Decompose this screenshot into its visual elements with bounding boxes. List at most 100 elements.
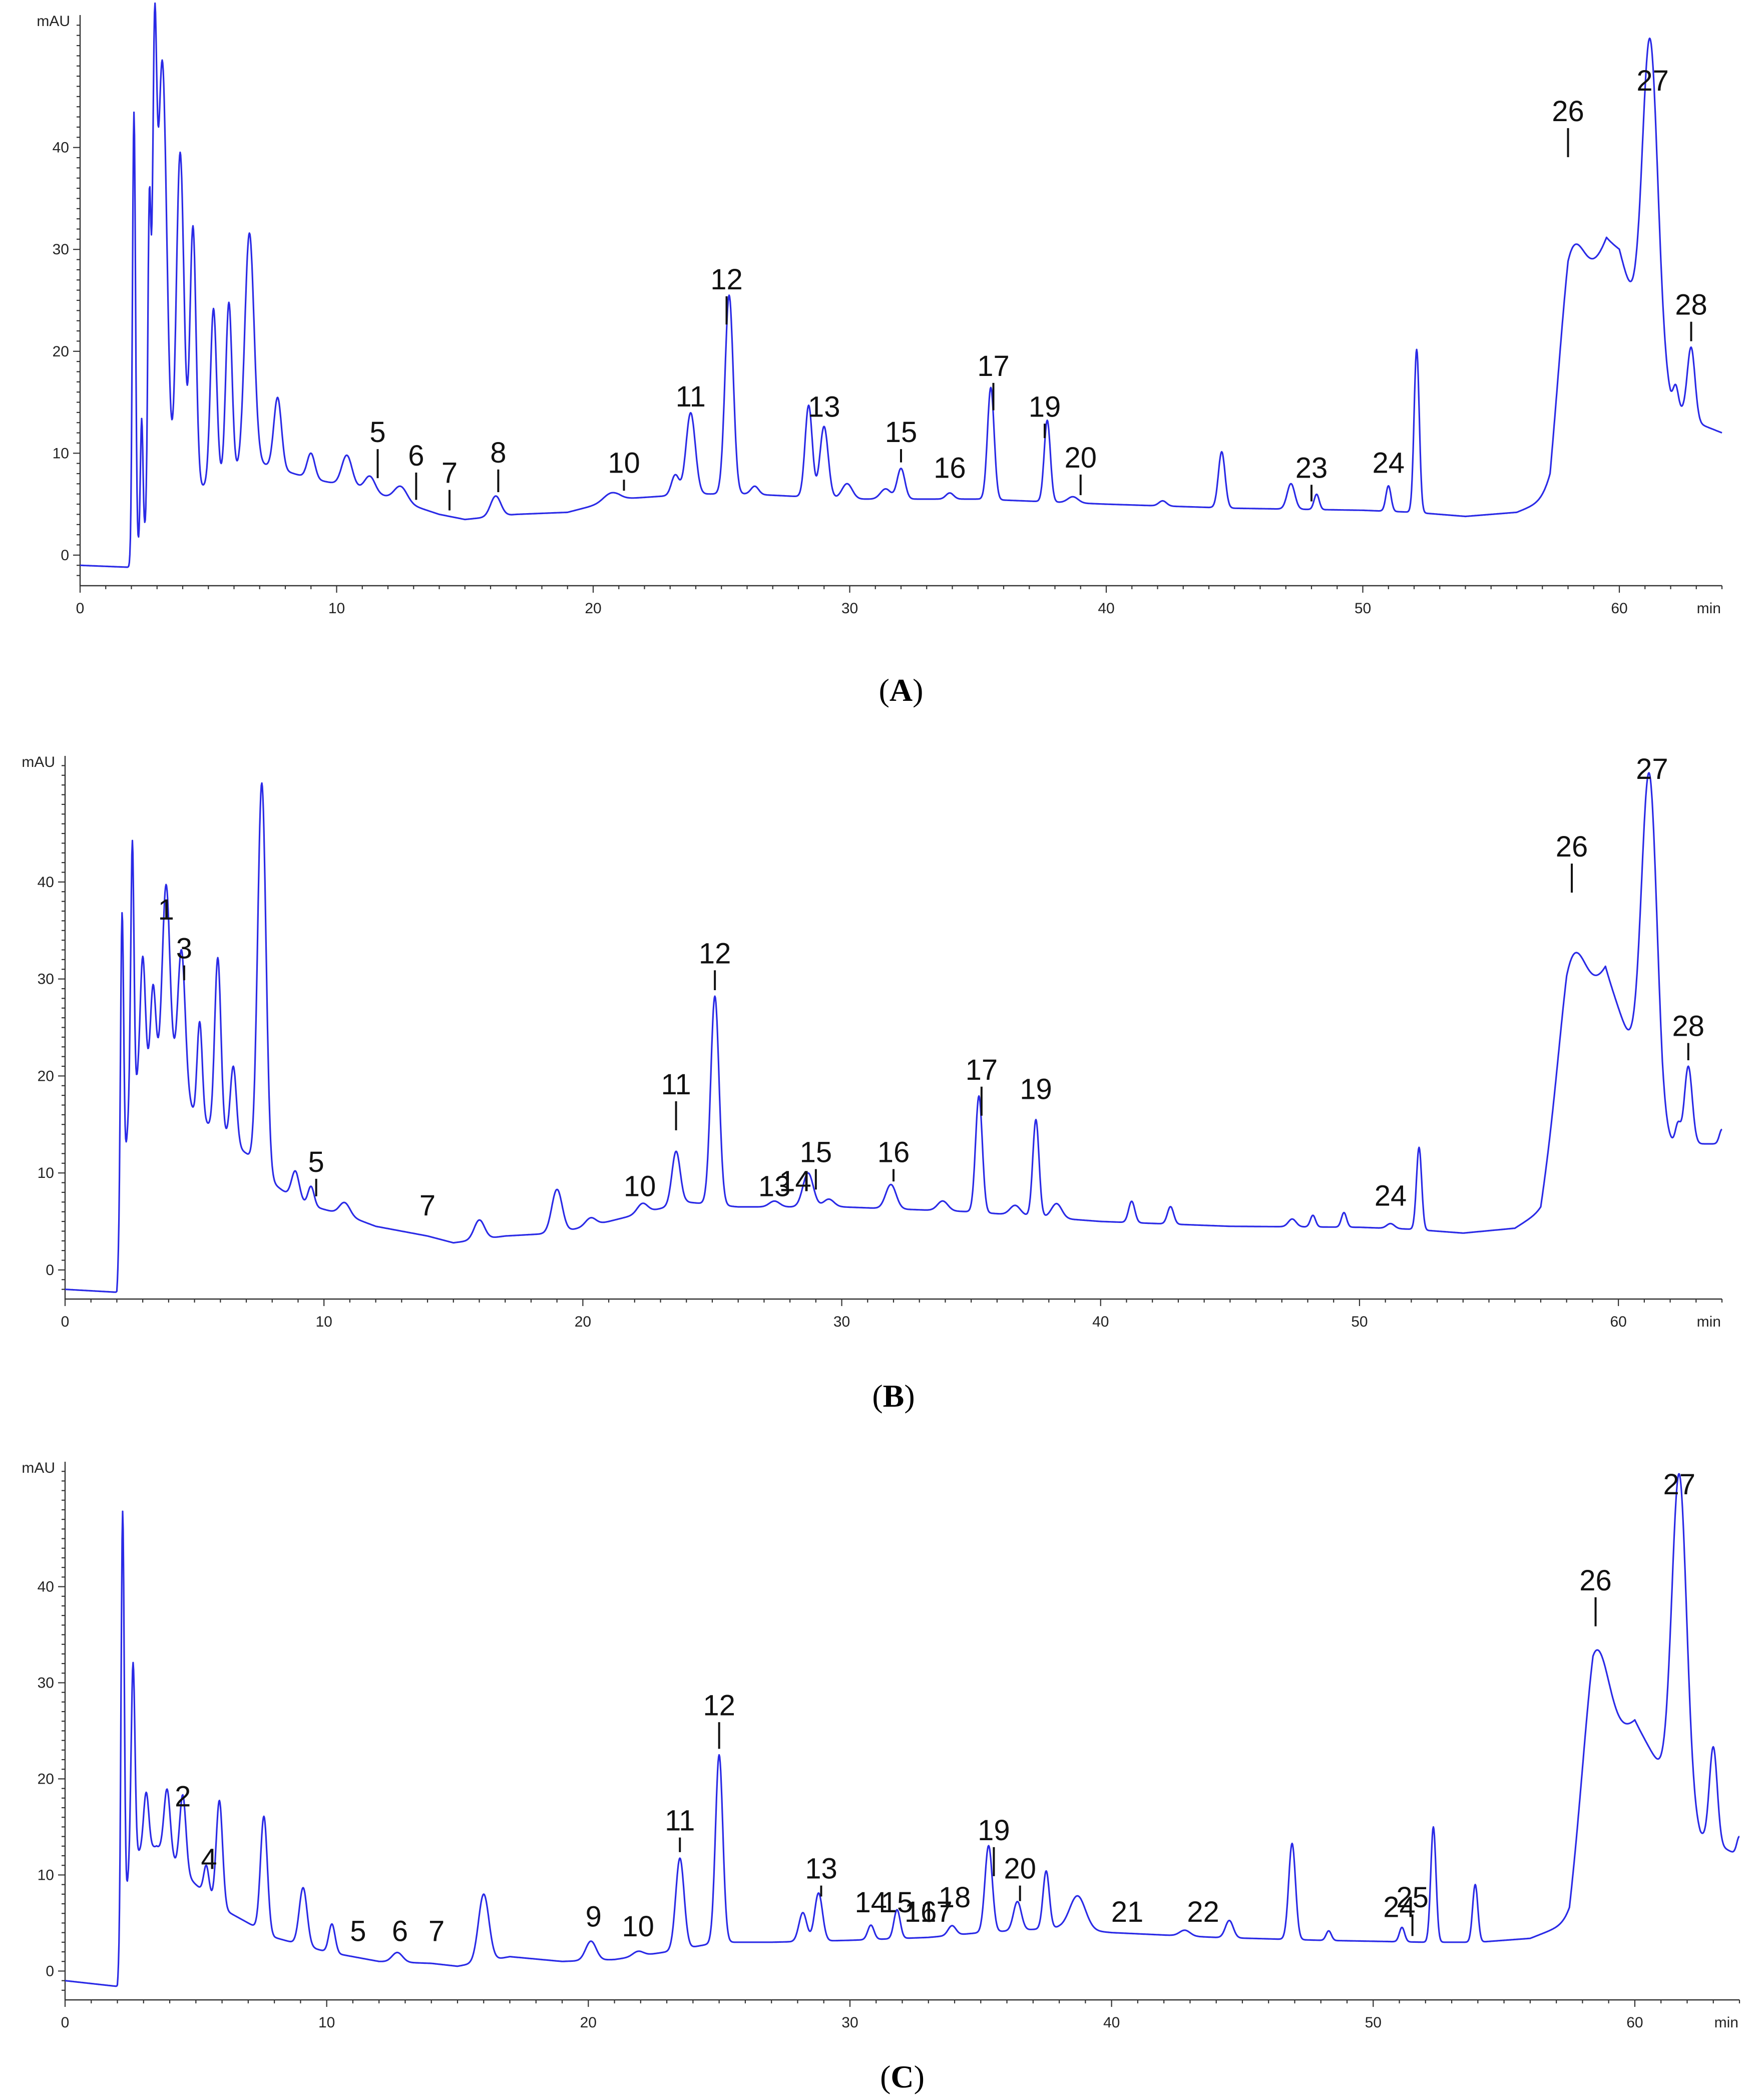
peak-number-label: 7	[419, 1189, 435, 1222]
peak-annotation-8: 8	[490, 437, 507, 493]
peak-number-label: 2	[175, 1781, 191, 1813]
peak-annotation-14: 14	[779, 1165, 811, 1198]
x-tick-label: 10	[318, 2014, 335, 2031]
y-tick-label: 20	[53, 343, 69, 360]
x-tick-label: 30	[833, 1314, 850, 1330]
peak-annotation-16: 16	[905, 1896, 937, 1928]
chromatogram-panel-c: 0 10 20 30 40 mAU 0 10 20 30 40 50 60 min 24 5 6 7 9 10 11 12…	[22, 1460, 1740, 2094]
x-tick-label: 0	[61, 2014, 70, 2031]
peak-number-label: 17	[966, 1054, 998, 1086]
x-tick-label: 40	[1103, 2014, 1120, 2031]
peak-annotation-15: 15	[881, 1886, 914, 1919]
peak-annotation-22: 22	[1187, 1896, 1219, 1928]
peak-number-label: 13	[808, 390, 840, 423]
peak-annotation-15: 15	[800, 1136, 832, 1190]
y-axis-unit-label: mAU	[37, 13, 70, 30]
panel-caption: (C)	[880, 2059, 925, 2094]
peak-number-label: 17	[920, 1896, 953, 1928]
x-tick-label: 10	[328, 600, 345, 617]
peak-annotation-13: 13	[805, 1853, 837, 1897]
peak-number-label: 21	[1111, 1896, 1144, 1928]
peak-annotation-10: 10	[608, 447, 640, 491]
peak-number-label: 4	[201, 1843, 217, 1875]
chromatogram-trace	[65, 772, 1722, 1293]
x-axis-unit-label: min	[1714, 2014, 1738, 2031]
x-tick-label: 20	[580, 2014, 597, 2031]
peak-number-label: 10	[622, 1910, 654, 1943]
peak-annotation-24: 24	[1375, 1180, 1407, 1212]
peak-number-label: 12	[703, 1689, 735, 1722]
y-axis-unit-label: mAU	[22, 754, 55, 770]
x-tick-label: 60	[1610, 1314, 1626, 1330]
peak-number-label: 20	[1004, 1853, 1036, 1885]
peak-number-label: 12	[699, 937, 731, 970]
caption-open-paren: (	[880, 2059, 891, 2094]
peak-number-label: 11	[661, 1068, 691, 1101]
peak-annotation-9: 9	[586, 1901, 602, 1933]
y-tick-label: 20	[38, 1068, 54, 1084]
y-tick-label: 40	[38, 874, 54, 891]
peak-number-label: 17	[977, 350, 1010, 382]
peak-number-label: 10	[624, 1170, 656, 1202]
peak-number-label: 19	[1020, 1073, 1052, 1106]
peak-annotation-5: 5	[369, 416, 386, 479]
x-tick-label: 0	[61, 1314, 70, 1330]
peak-annotation-19: 19	[1029, 390, 1061, 439]
y-tick-label: 10	[38, 1165, 54, 1181]
peak-number-label: 15	[800, 1136, 832, 1168]
peak-number-label: 12	[710, 263, 743, 296]
peak-annotation-27: 27	[1636, 753, 1668, 785]
peak-number-label: 15	[881, 1886, 914, 1919]
y-tick-label: 10	[38, 1867, 54, 1883]
peak-number-label: 28	[1675, 289, 1707, 321]
x-tick-label: 40	[1092, 1314, 1109, 1330]
peak-annotation-13: 13	[808, 390, 840, 423]
caption-open-paren: (	[872, 1378, 883, 1414]
x-tick-label: 20	[585, 600, 601, 617]
peak-annotation-26: 26	[1556, 830, 1588, 893]
peak-number-label: 3	[176, 933, 192, 965]
peak-annotation-19: 19	[1020, 1073, 1052, 1106]
peak-number-label: 28	[1672, 1010, 1705, 1043]
peak-number-label: 15	[885, 416, 918, 449]
caption-close-paren: )	[913, 672, 923, 708]
x-tick-label: 50	[1365, 2014, 1382, 2031]
peak-annotation-13: 13	[758, 1170, 791, 1202]
axes-frame	[64, 756, 1722, 1300]
peak-annotation-14: 14	[855, 1886, 888, 1919]
x-tick-label: 60	[1611, 600, 1627, 617]
peak-annotation-17: 17	[977, 350, 1010, 410]
peak-number-label: 14	[855, 1886, 888, 1919]
chromatogram-panel-b: 0 10 20 30 40 mAU 0 10 20 30 40 50 60 min 13 5 7 10 11 12 13…	[22, 753, 1723, 1414]
peak-annotation-26: 26	[1552, 95, 1584, 157]
peak-annotation-28: 28	[1672, 1010, 1705, 1060]
x-tick-label: 60	[1626, 2014, 1643, 2031]
panel-caption: (A)	[879, 672, 924, 708]
peak-number-label: 5	[369, 416, 385, 449]
y-tick-label: 0	[46, 1262, 54, 1279]
peak-number-label: 23	[1295, 452, 1328, 484]
axes-frame	[79, 15, 1722, 587]
y-axis-unit-label: mAU	[22, 1460, 55, 1476]
peak-annotation-4: 4	[201, 1843, 217, 1875]
y-tick-label: 10	[53, 445, 69, 462]
y-tick-label: 40	[38, 1579, 54, 1595]
x-tick-label: 40	[1098, 600, 1114, 617]
x-tick-label: 50	[1355, 600, 1371, 617]
peak-number-label: 19	[1029, 390, 1061, 423]
peak-annotation-10: 10	[624, 1170, 656, 1202]
peak-number-label: 8	[490, 437, 506, 469]
peak-number-label: 10	[608, 447, 640, 479]
y-tick-label: 0	[61, 547, 69, 564]
peak-number-label: 7	[442, 457, 458, 490]
y-tick-label: 30	[38, 1675, 54, 1692]
y-tick-label: 30	[38, 971, 54, 988]
x-tick-label: 0	[76, 600, 85, 617]
peak-number-label: 9	[586, 1901, 602, 1933]
y-tick-label: 40	[53, 140, 69, 156]
peak-annotation-6: 6	[392, 1915, 408, 1947]
peak-number-label: 27	[1636, 65, 1669, 97]
peak-number-label: 24	[1383, 1891, 1416, 1923]
